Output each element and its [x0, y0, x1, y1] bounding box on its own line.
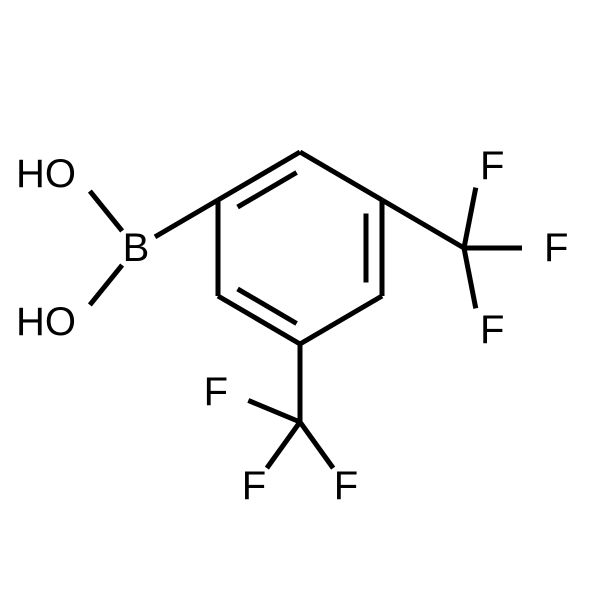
bond: [300, 422, 333, 468]
bond: [300, 152, 382, 200]
atom-label-f4: F: [204, 370, 228, 414]
bond: [238, 173, 297, 208]
bond: [464, 188, 476, 248]
bond: [155, 200, 218, 237]
atom-label-f6: F: [334, 464, 358, 508]
atom-label-f1: F: [480, 144, 504, 188]
bond: [464, 248, 476, 308]
atom-label-f5: F: [242, 464, 266, 508]
bond: [90, 191, 122, 231]
atom-label-oh2: HO: [16, 300, 76, 344]
bond: [90, 265, 122, 305]
atom-label-f3: F: [480, 308, 504, 352]
atom-label-f2: F: [544, 226, 568, 270]
atom-label-oh1: HO: [16, 152, 76, 196]
bond: [267, 422, 300, 468]
chemical-structure-diagram: BHOHOFFFFFF: [0, 0, 600, 600]
atom-label-b: B: [123, 226, 150, 270]
bond: [300, 296, 382, 344]
bond: [382, 200, 464, 248]
bond: [248, 400, 300, 422]
bond: [238, 289, 297, 324]
